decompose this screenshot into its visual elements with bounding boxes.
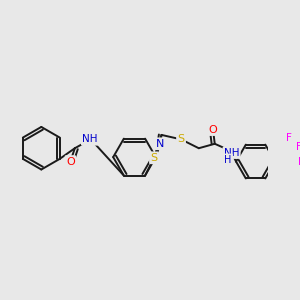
Text: N: N <box>156 139 164 149</box>
Text: S: S <box>178 134 184 144</box>
Text: F: F <box>286 134 292 143</box>
Text: H: H <box>224 155 232 165</box>
Text: NH: NH <box>82 134 98 144</box>
Text: S: S <box>150 153 158 163</box>
Text: F: F <box>298 157 300 166</box>
Text: F: F <box>296 142 300 152</box>
Text: O: O <box>66 157 75 166</box>
Text: NH: NH <box>224 148 239 158</box>
Text: O: O <box>208 124 217 135</box>
